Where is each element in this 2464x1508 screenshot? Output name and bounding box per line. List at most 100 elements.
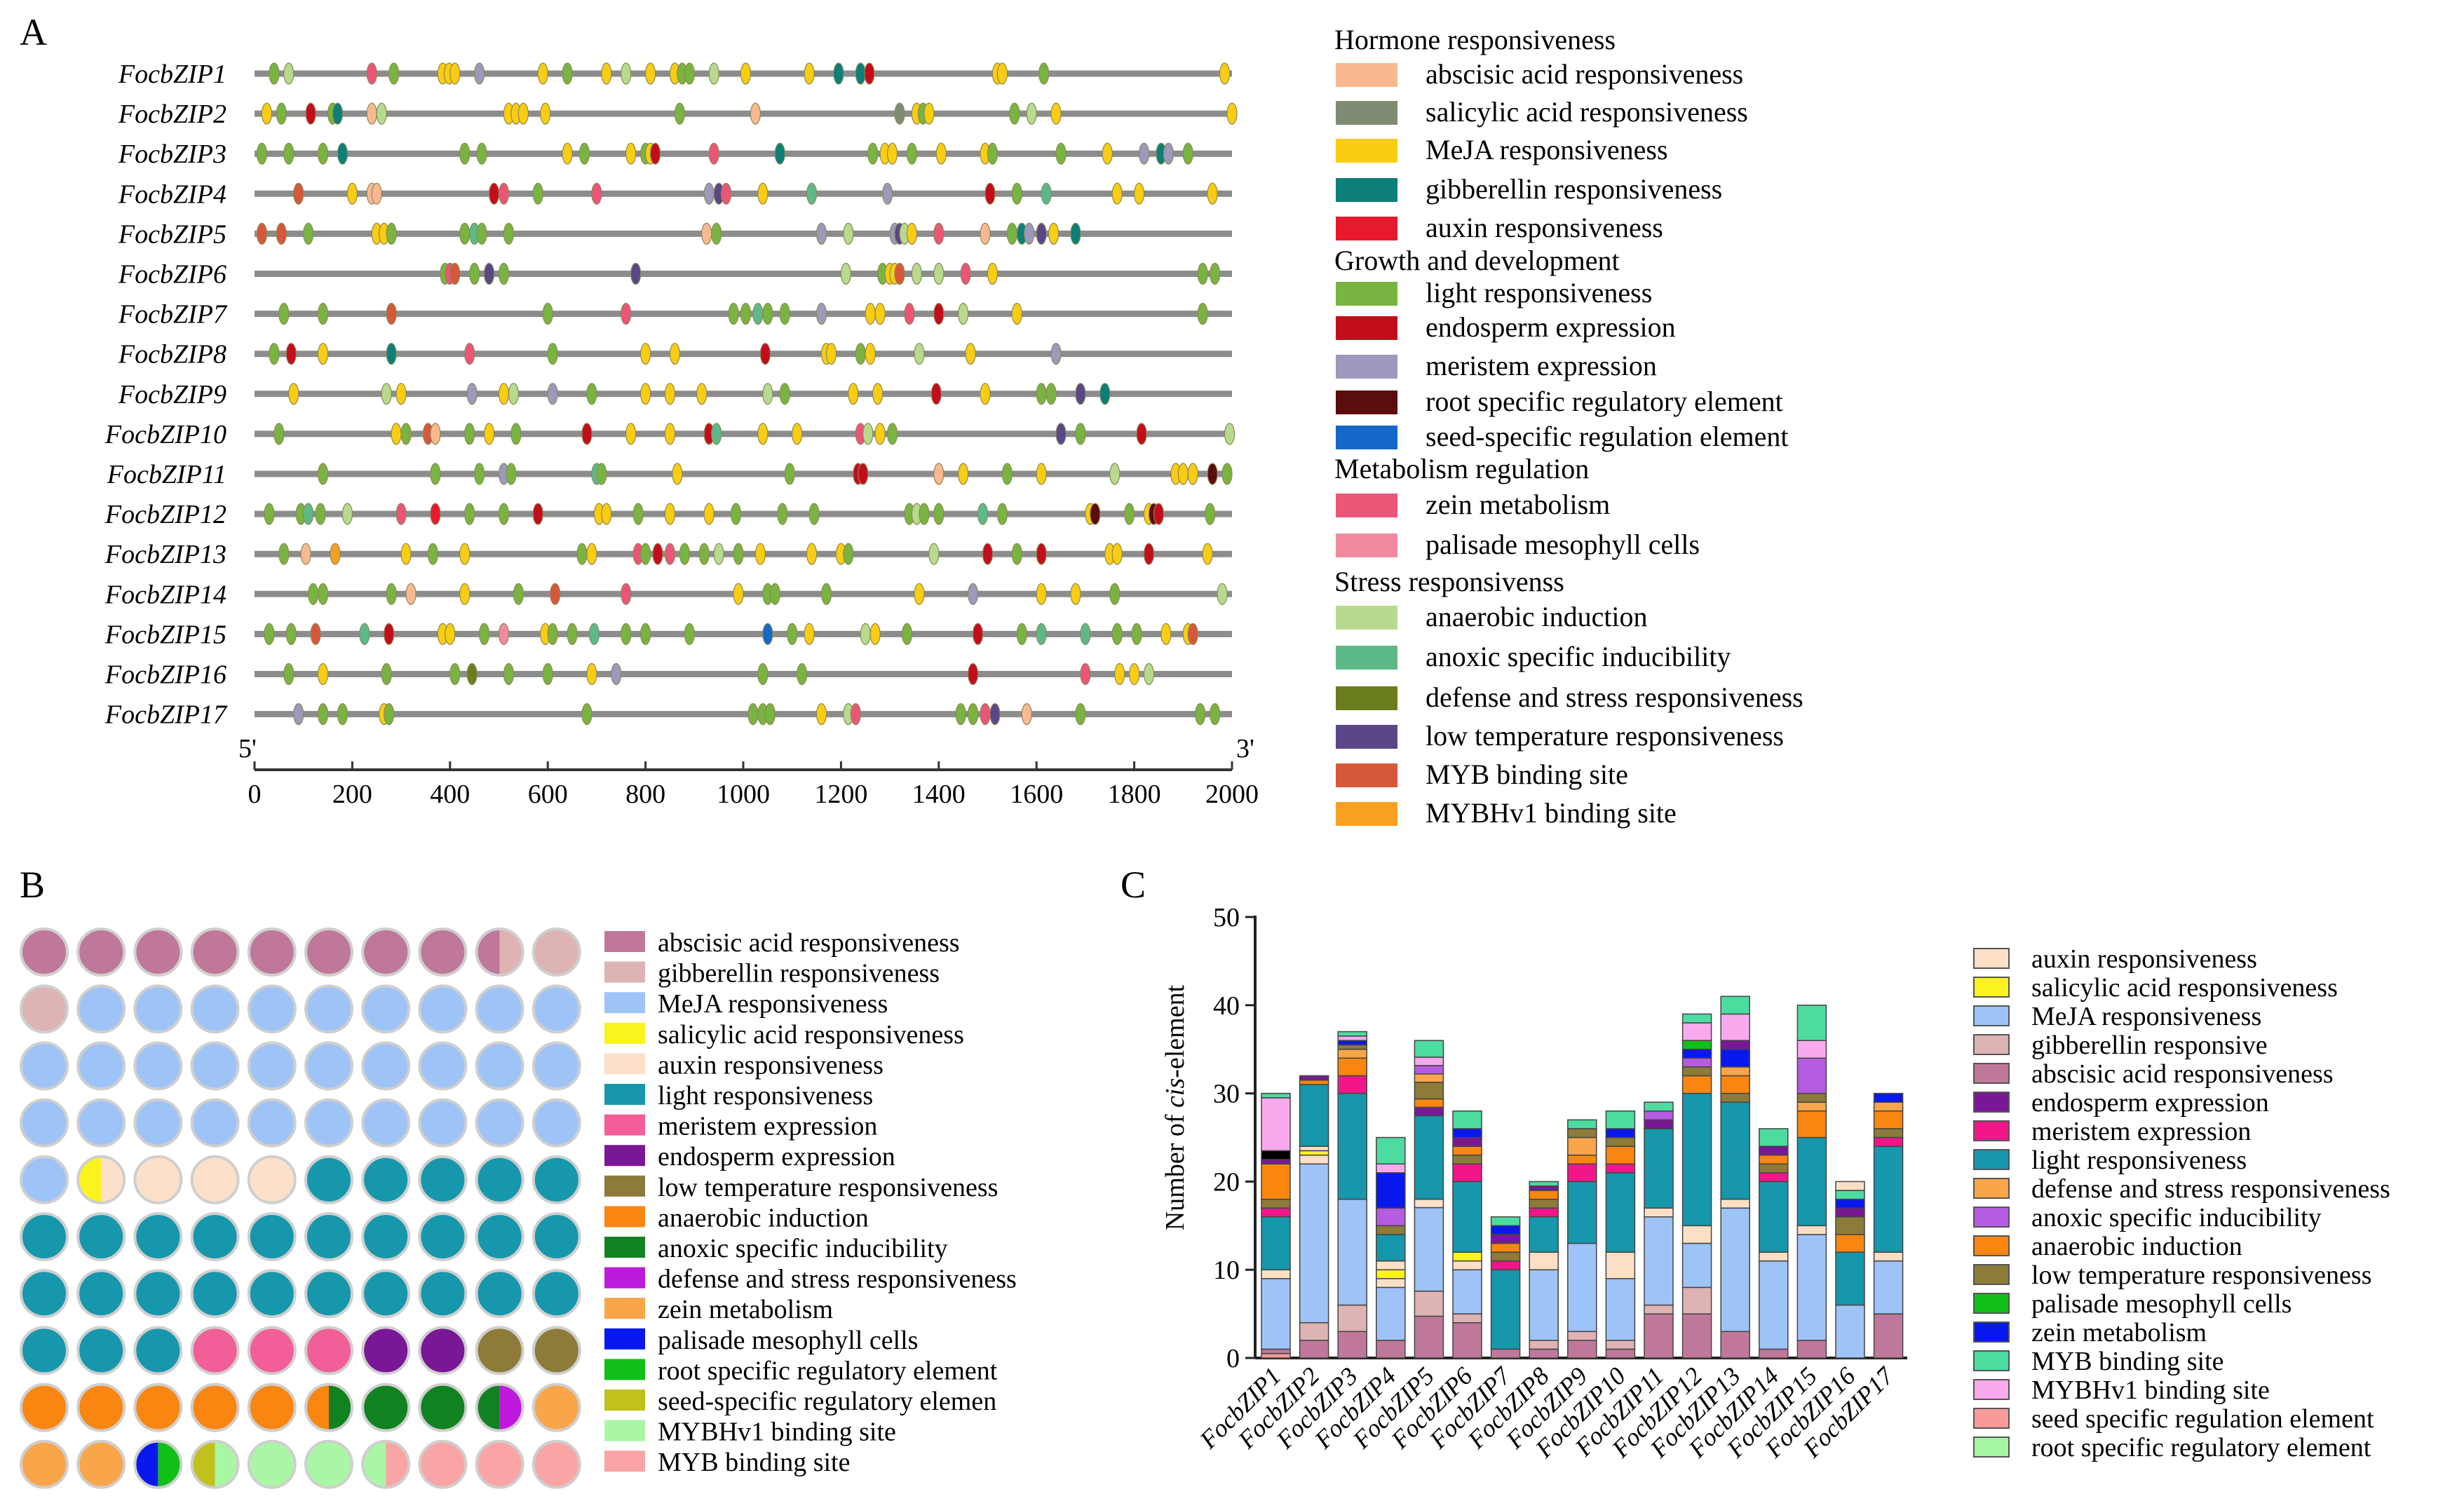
dot	[76, 1326, 126, 1375]
element-marker	[384, 623, 395, 646]
bar-segment	[1720, 1198, 1750, 1209]
bar-segment	[1414, 1207, 1444, 1292]
element-marker	[449, 62, 461, 85]
element-marker	[586, 663, 597, 686]
gene-label: FocbZIP16	[104, 660, 226, 690]
dot	[418, 1212, 468, 1261]
bar-segment	[1567, 1181, 1597, 1244]
bar-segment	[1452, 1154, 1482, 1164]
element-marker	[283, 142, 295, 165]
element-marker	[1224, 423, 1236, 445]
dot	[247, 984, 297, 1034]
legend-c-swatch	[1973, 1436, 2010, 1458]
legend-c-swatch	[1973, 1092, 2010, 1113]
element-marker	[843, 543, 854, 565]
x-tick-label: 1800	[1108, 780, 1161, 809]
element-marker	[1011, 182, 1022, 205]
gene-track: FocbZIP3	[118, 140, 1232, 169]
bar-segment	[1337, 1040, 1367, 1046]
element-marker	[264, 623, 275, 646]
element-marker	[293, 702, 304, 726]
dot	[532, 984, 581, 1034]
element-marker	[1197, 303, 1208, 325]
dot	[361, 1326, 411, 1375]
bar-segment	[1529, 1198, 1559, 1209]
gene-track: FocbZIP5	[118, 219, 1232, 249]
gene-track: FocbZIP12	[104, 500, 1232, 529]
element-marker	[1153, 503, 1165, 525]
legend-b-label: auxin responsiveness	[658, 1050, 884, 1080]
x-tick-label: 1200	[814, 780, 867, 809]
element-marker	[882, 182, 893, 205]
legend-a-label: root specific regulatory element	[1426, 386, 1783, 417]
element-marker	[804, 623, 815, 646]
gene-track: FocbZIP14	[104, 580, 1232, 609]
bar-segment	[1644, 1216, 1674, 1306]
dot-half-left	[306, 1384, 329, 1431]
dot	[133, 1326, 183, 1375]
legend-c-swatch	[1973, 1350, 2010, 1371]
dot	[20, 1269, 69, 1319]
legend-a-label: endosperm expression	[1426, 311, 1676, 343]
legend-c-label: defense and stress responsiveness	[2031, 1174, 2390, 1204]
bar-segment	[1529, 1181, 1559, 1187]
element-marker	[285, 623, 297, 646]
element-marker	[478, 623, 490, 646]
element-marker	[757, 423, 769, 445]
legend-b-swatch	[604, 1114, 645, 1136]
element-marker	[601, 62, 612, 85]
bar-segment	[1452, 1146, 1482, 1156]
dot	[190, 1212, 240, 1261]
element-marker	[1177, 463, 1189, 485]
dot	[190, 1269, 240, 1319]
bar-segment	[1605, 1110, 1636, 1129]
dot	[247, 1269, 297, 1319]
bar-segment	[1376, 1260, 1406, 1270]
bar-segment	[1567, 1340, 1597, 1359]
bar-segment	[1835, 1181, 1865, 1191]
legend-a-swatch	[1336, 686, 1397, 710]
x-tick-label: 600	[528, 780, 568, 809]
dot-outline	[76, 1155, 126, 1204]
legend-b-label: zein metabolism	[658, 1295, 833, 1324]
element-marker	[1163, 142, 1174, 165]
legend-a-label: anaerobic induction	[1426, 601, 1648, 632]
element-marker	[808, 503, 820, 525]
element-marker	[733, 543, 744, 565]
dot	[247, 1098, 297, 1148]
gene-label: FocbZIP2	[118, 100, 226, 129]
element-marker	[1041, 182, 1052, 205]
legend-a-label: salicylic acid responsiveness	[1426, 96, 1748, 128]
panel-a-label: A	[20, 11, 47, 53]
dot-half-left	[476, 929, 500, 975]
dot	[20, 1041, 69, 1091]
bar-segment	[1759, 1251, 1789, 1262]
dot	[133, 984, 183, 1034]
bar-segment	[1414, 1315, 1444, 1359]
element-marker	[639, 383, 651, 405]
bar-segment	[1605, 1348, 1636, 1359]
dot	[190, 1326, 240, 1375]
dot	[532, 1383, 581, 1432]
bar-stack	[1376, 1136, 1406, 1359]
bar-segment	[1720, 1331, 1750, 1359]
legend-b-swatch	[604, 992, 645, 1014]
legend-a-swatch	[1336, 355, 1397, 379]
dot	[418, 1155, 468, 1204]
dot	[304, 1098, 353, 1148]
bar-segment	[1567, 1163, 1597, 1183]
dot	[418, 1439, 468, 1489]
legend-c-swatch	[1973, 977, 2010, 998]
element-marker	[1187, 463, 1198, 485]
bar-segment	[1299, 1340, 1329, 1359]
gene-track: FocbZIP4	[118, 179, 1232, 209]
element-marker	[904, 303, 915, 325]
legend-a-label: seed-specific regulation element	[1426, 421, 1789, 452]
element-marker	[1048, 222, 1060, 245]
legend-c-label: endosperm expression	[2031, 1088, 2269, 1118]
element-marker	[276, 102, 287, 125]
dot-half-left	[78, 1156, 102, 1203]
element-marker	[317, 343, 329, 365]
element-marker	[330, 543, 341, 565]
